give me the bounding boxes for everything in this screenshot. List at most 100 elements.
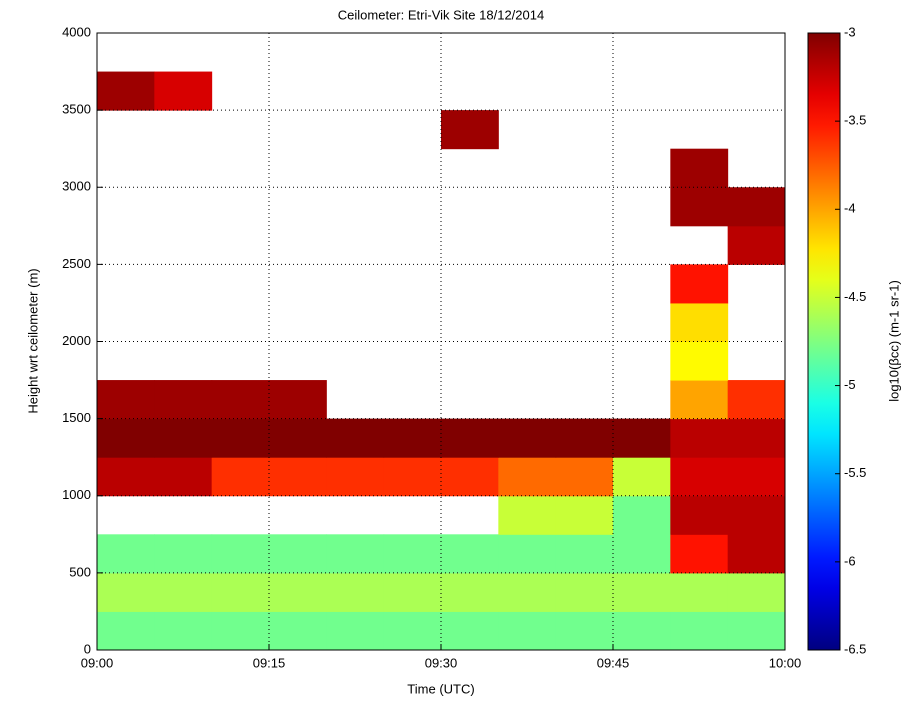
- heatmap-cell: [555, 572, 614, 612]
- heatmap-cell: [154, 380, 213, 420]
- heatmap-cell: [498, 457, 557, 497]
- heatmap-cell: [326, 457, 385, 497]
- heatmap-cell: [670, 495, 729, 535]
- heatmap-cell: [613, 418, 671, 458]
- heatmap-cell: [383, 611, 442, 651]
- x-axis-label: Time (UTC): [407, 681, 474, 696]
- x-tick-label: 09:30: [425, 655, 458, 670]
- heatmap-cell: [211, 457, 270, 497]
- y-tick-label: 500: [69, 564, 91, 579]
- heatmap-cell: [613, 457, 671, 497]
- y-tick-label: 2000: [62, 333, 91, 348]
- heatmap-cell: [383, 534, 442, 574]
- heatmap-cell: [383, 572, 442, 612]
- heatmap-cell: [670, 418, 729, 458]
- heatmap-cell: [727, 495, 786, 535]
- colorbar-tick-label: -5.5: [844, 465, 866, 480]
- heatmap-cell: [613, 572, 671, 612]
- heatmap-cell: [383, 457, 442, 497]
- heatmap-cell: [269, 534, 327, 574]
- heatmap-cell: [670, 380, 729, 420]
- colorbar-tick-label: -5: [844, 377, 856, 392]
- x-tick-label: 09:15: [253, 655, 286, 670]
- chart-title: Ceilometer: Etri-Vik Site 18/12/2014: [338, 7, 544, 22]
- heatmap-cell: [498, 495, 557, 535]
- heatmap-cell: [670, 534, 729, 574]
- heatmap-cell: [326, 572, 385, 612]
- heatmap-cell: [613, 495, 671, 535]
- heatmap-cell: [670, 341, 729, 381]
- heatmap-cell: [269, 611, 327, 651]
- heatmap-cell: [727, 225, 786, 265]
- heatmap-cell: [211, 534, 270, 574]
- colorbar-tick-label: -3: [844, 24, 856, 39]
- heatmap-cell: [670, 457, 729, 497]
- x-tick-label: 09:45: [597, 655, 630, 670]
- heatmap-cell: [670, 187, 729, 227]
- colorbar-tick-label: -6: [844, 553, 856, 568]
- heatmap-cell: [727, 418, 786, 458]
- heatmap-cell: [97, 457, 155, 497]
- heatmap-cell: [555, 611, 614, 651]
- heatmap-cell: [383, 418, 442, 458]
- plot-frame: [96, 32, 786, 651]
- y-tick-label: 0: [84, 641, 91, 656]
- y-tick-label: 1500: [62, 410, 91, 425]
- heatmap-cell: [727, 380, 786, 420]
- heatmap-cell: [154, 457, 213, 497]
- heatmap-cell: [498, 418, 557, 458]
- heatmap-cell: [211, 572, 270, 612]
- heatmap-cell: [211, 611, 270, 651]
- heatmap-cell: [613, 611, 671, 651]
- heatmap-cell: [727, 611, 786, 651]
- heatmap-cell: [154, 534, 213, 574]
- colorbar-label: log10(βcc) (m-1 sr-1): [886, 280, 901, 402]
- heatmap-cell: [670, 611, 729, 651]
- heatmap-cell: [441, 534, 499, 574]
- heatmap-cell: [97, 572, 155, 612]
- heatmap-cell: [670, 572, 729, 612]
- colorbar: [807, 32, 841, 651]
- heatmap-cell: [154, 71, 213, 111]
- heatmap-cell: [441, 611, 499, 651]
- heatmap-cell: [269, 572, 327, 612]
- x-tick-label: 10:00: [769, 655, 802, 670]
- heatmap-cell: [211, 418, 270, 458]
- y-axis-label: Height wrt ceilometer (m): [25, 268, 40, 413]
- heatmap-cell: [670, 302, 729, 342]
- heatmap-cell: [269, 457, 327, 497]
- colorbar-tick-label: -3.5: [844, 113, 866, 128]
- heatmap-cell: [211, 380, 270, 420]
- heatmap-cell: [326, 418, 385, 458]
- heatmap-cell: [326, 611, 385, 651]
- heatmap-cell: [727, 534, 786, 574]
- heatmap-cell: [670, 264, 729, 304]
- colorbar-tick-label: -4: [844, 201, 856, 216]
- heatmap-cell: [326, 534, 385, 574]
- y-tick-label: 2500: [62, 256, 91, 271]
- heatmap-cell: [498, 572, 557, 612]
- y-tick-label: 4000: [62, 24, 91, 39]
- y-tick-label: 3500: [62, 102, 91, 117]
- heatmap-cell: [670, 148, 729, 188]
- heatmap-cell: [441, 110, 499, 150]
- heatmap-cell: [97, 611, 155, 651]
- heatmap-cell: [97, 418, 155, 458]
- heatmap-cell: [154, 611, 213, 651]
- heatmap-cell: [555, 495, 614, 535]
- heatmap-cell: [154, 572, 213, 612]
- x-tick-label: 09:00: [81, 655, 114, 670]
- heatmap-cell: [727, 187, 786, 227]
- heatmap-cell: [154, 418, 213, 458]
- heatmap-cell: [613, 534, 671, 574]
- heatmap-cell: [97, 380, 155, 420]
- colorbar-tick-label: -6.5: [844, 641, 866, 656]
- heatmap-cell: [269, 380, 327, 420]
- heatmap-cell: [441, 572, 499, 612]
- y-tick-label: 3000: [62, 179, 91, 194]
- heatmap-cell: [498, 611, 557, 651]
- heatmap-cell: [269, 418, 327, 458]
- heatmap-cell: [727, 572, 786, 612]
- heatmap-cell: [97, 534, 155, 574]
